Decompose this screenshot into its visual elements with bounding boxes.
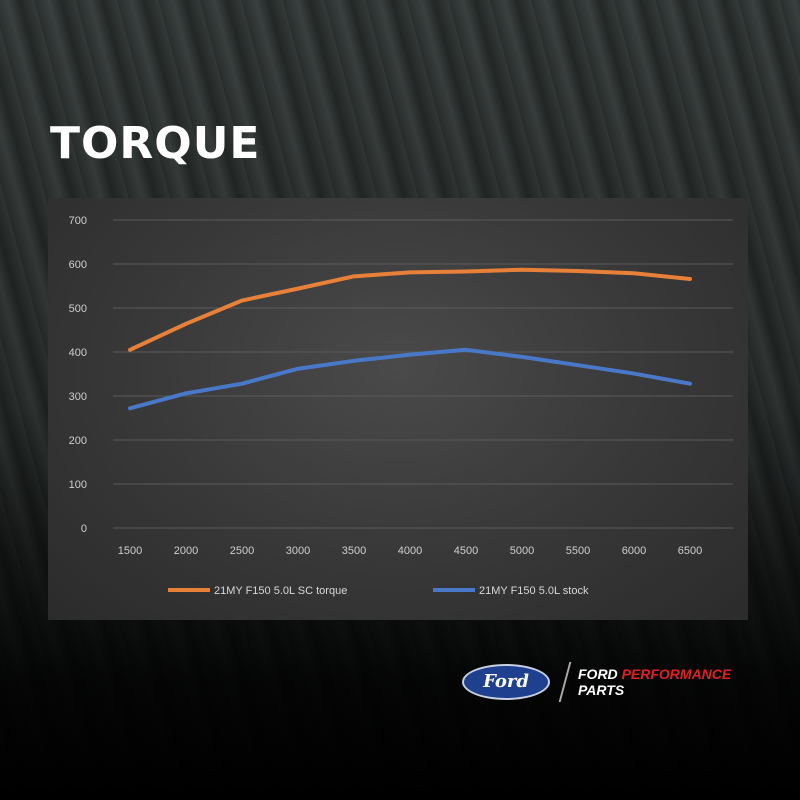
ford-oval-logo: Ford	[462, 664, 550, 700]
y-tick-label: 200	[69, 435, 87, 447]
y-tick-label: 400	[69, 347, 87, 359]
x-tick-label: 2000	[174, 545, 198, 557]
x-tick-label: 3000	[286, 545, 310, 557]
y-tick-label: 700	[69, 215, 87, 227]
x-tick-label: 1500	[118, 545, 142, 557]
divider	[558, 662, 572, 702]
x-tick-label: 6500	[678, 545, 702, 557]
legend-label-0: 21MY F150 5.0L SC torque	[214, 585, 347, 597]
chart-title: TORQUE	[50, 118, 261, 169]
series-line-0	[128, 267, 692, 352]
y-tick-label: 0	[81, 523, 87, 535]
series-line-1	[128, 347, 692, 411]
x-tick-label: 2500	[230, 545, 254, 557]
x-tick-label: 4000	[398, 545, 422, 557]
legend-label-1: 21MY F150 5.0L stock	[479, 585, 589, 597]
ford-performance-parts-wordmark: FORD PERFORMANCE PARTS	[578, 666, 732, 698]
ford-performance-logo: Ford FORD PERFORMANCE PARTS	[460, 660, 760, 705]
y-tick-label: 600	[69, 259, 87, 271]
x-tick-label: 5000	[510, 545, 534, 557]
x-tick-label: 5500	[566, 545, 590, 557]
chart-panel: 0 100 200 300 400 500 600 700 1500 2000 2500 3000 35…	[48, 198, 748, 620]
x-tick-label: 4500	[454, 545, 478, 557]
y-tick-label: 500	[69, 303, 87, 315]
x-tick-label: 6000	[622, 545, 646, 557]
torque-chart: 0 100 200 300 400 500 600 700 1500 2000 2500 3000 35…	[69, 215, 733, 597]
y-tick-label: 100	[69, 479, 87, 491]
x-tick-label: 3500	[342, 545, 366, 557]
y-tick-label: 300	[69, 391, 87, 403]
